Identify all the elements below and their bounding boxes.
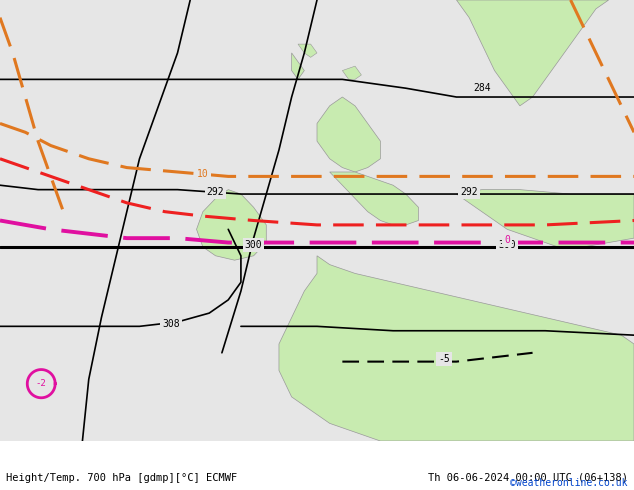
Text: 292: 292 [460, 187, 478, 197]
Polygon shape [456, 190, 634, 247]
Text: ©weatheronline.co.uk: ©weatheronline.co.uk [510, 478, 628, 488]
Polygon shape [330, 172, 418, 225]
Text: Th 06-06-2024 00:00 UTC (06+138): Th 06-06-2024 00:00 UTC (06+138) [428, 473, 628, 483]
Text: 292: 292 [207, 187, 224, 197]
Polygon shape [456, 0, 609, 106]
Text: -2: -2 [36, 379, 46, 388]
Polygon shape [279, 256, 634, 441]
Polygon shape [292, 53, 304, 79]
Text: 284: 284 [473, 83, 491, 93]
Text: -5: -5 [438, 354, 450, 365]
Text: 308: 308 [162, 319, 180, 329]
Text: 300: 300 [245, 240, 262, 250]
Text: 10: 10 [197, 169, 209, 179]
Text: 0: 0 [504, 235, 510, 245]
Polygon shape [317, 97, 380, 172]
Polygon shape [197, 190, 266, 260]
Polygon shape [298, 44, 317, 57]
Polygon shape [342, 66, 361, 79]
Text: Height/Temp. 700 hPa [gdmp][°C] ECMWF: Height/Temp. 700 hPa [gdmp][°C] ECMWF [6, 473, 238, 483]
Text: 300: 300 [498, 240, 516, 250]
